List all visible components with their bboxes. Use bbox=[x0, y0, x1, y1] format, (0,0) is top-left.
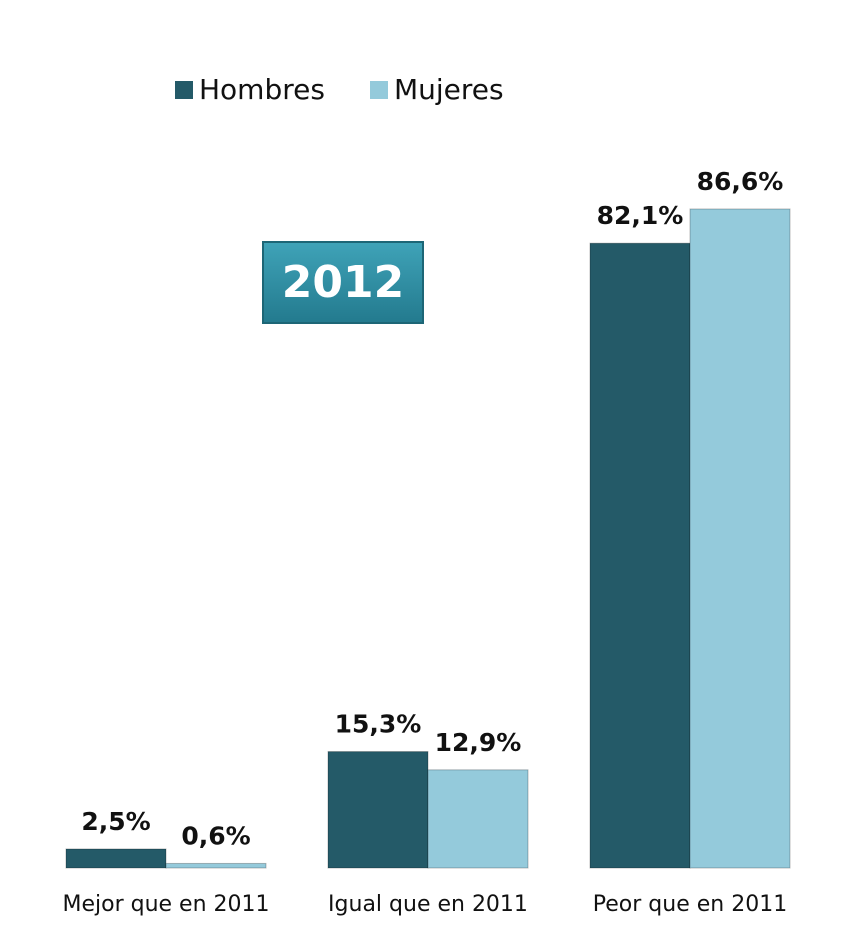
annotation: 2012 bbox=[282, 257, 404, 308]
legend-label: Mujeres bbox=[394, 73, 504, 106]
legend-label: Hombres bbox=[199, 73, 325, 106]
x-tick-label: Mejor que en 2011 bbox=[62, 892, 269, 917]
bar bbox=[65, 848, 167, 869]
bar bbox=[689, 208, 791, 869]
data-label: 0,6% bbox=[181, 821, 250, 850]
x-tick-label: Igual que en 2011 bbox=[328, 892, 528, 917]
bar bbox=[589, 242, 691, 869]
data-label: 86,6% bbox=[697, 167, 784, 196]
data-label: 12,9% bbox=[435, 728, 522, 757]
bar bbox=[165, 862, 267, 869]
legend-swatch bbox=[175, 81, 193, 99]
data-label: 15,3% bbox=[335, 710, 422, 739]
bar bbox=[327, 751, 429, 869]
data-label: 2,5% bbox=[81, 807, 150, 836]
bar bbox=[427, 769, 529, 869]
legend-swatch bbox=[370, 81, 388, 99]
data-label: 82,1% bbox=[597, 201, 684, 230]
annotation-box bbox=[262, 241, 424, 324]
x-tick-label: Peor que en 2011 bbox=[593, 892, 787, 917]
